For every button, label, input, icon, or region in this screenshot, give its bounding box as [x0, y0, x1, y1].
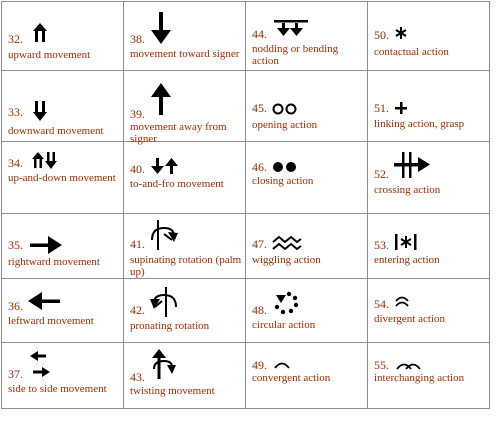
cell-label: downward movement [8, 125, 104, 137]
supinating-rotation-icon [151, 220, 178, 250]
cell-number: 45. [252, 101, 267, 115]
table-cell: 40. to-and-fro movement [123, 141, 246, 214]
divergent-arcs-icon [395, 296, 409, 307]
table-cell: 35. rightward movement [1, 213, 124, 279]
cell-number: 44. [252, 27, 267, 41]
cell-number: 41. [130, 237, 145, 251]
table-cell: 45. opening action [245, 70, 368, 142]
table-cell: 44. nodding or bending action [245, 1, 368, 71]
cell-number: 35. [8, 238, 23, 252]
cell-number: 33. [8, 105, 23, 119]
cell-label: crossing action [374, 184, 441, 196]
cell-label: interchanging action [374, 372, 465, 384]
table-cell: 50. contactual action [367, 1, 490, 71]
asterisk-icon [395, 27, 407, 39]
cell-number: 40. [130, 162, 145, 176]
table-cell: 51. linking action, grasp [367, 70, 490, 142]
table-cell: 49. convergent action [245, 342, 368, 409]
cell-label: convergent action [252, 372, 331, 384]
cell-label: nodding or bending action [252, 43, 339, 67]
cell-label: twisting movement [130, 385, 215, 397]
pronating-rotation-icon [150, 287, 177, 317]
table-cell: 39. movement away from signer [123, 70, 246, 145]
table-cell: 37. side to side movement [1, 342, 124, 409]
cell-number: 38. [130, 32, 145, 46]
cell-label: supinating rotation (palm up) [130, 254, 242, 278]
table-cell: 47. wiggling action [245, 213, 368, 279]
cell-number: 43. [130, 370, 145, 384]
cell-number: 37. [8, 367, 23, 381]
up-down-double-arrows-icon [32, 152, 57, 169]
side-to-side-arrows-icon [30, 351, 50, 377]
cell-number: 47. [252, 237, 267, 251]
cell-number: 39. [130, 107, 145, 121]
twisting-arrow-icon [152, 349, 176, 379]
table-cell: 54. divergent action [367, 278, 490, 343]
cell-label: pronating rotation [130, 320, 210, 332]
two-open-circles-icon [272, 103, 297, 115]
table-cell: 42. pronating rotation [123, 278, 246, 343]
cell-number: 51. [374, 101, 389, 115]
cell-label: linking action, grasp [374, 118, 465, 130]
bar-double-down-arrow-icon [274, 20, 308, 36]
cell-number: 32. [8, 32, 23, 46]
cell-label: rightward movement [8, 256, 100, 268]
double-upward-arrow-icon [33, 23, 47, 42]
cell-number: 49. [252, 358, 267, 372]
cell-number: 48. [252, 303, 267, 317]
right-arrow-icon [30, 236, 62, 254]
interchanging-arcs-icon [396, 363, 421, 370]
table-cell: 43. twisting movement [123, 342, 246, 409]
down-up-arrows-icon [151, 158, 178, 174]
left-arrow-icon [28, 292, 60, 310]
cell-label: up-and-down movement [8, 172, 116, 184]
table-cell: 38. movement toward signer [123, 1, 246, 71]
cell-label: circular action [252, 319, 316, 331]
dotted-circle-icon [274, 291, 299, 315]
table-cell: 46. closing action [245, 141, 368, 214]
cell-number: 55. [374, 358, 389, 372]
zigzag-wiggle-icon [272, 235, 302, 251]
cell-label: opening action [252, 119, 318, 131]
cell-number: 53. [374, 238, 389, 252]
cell-number: 34. [8, 156, 23, 170]
two-filled-circles-icon [273, 162, 296, 172]
bracketed-asterisk-icon [395, 234, 417, 250]
crossing-arrow-icon [394, 152, 430, 178]
plus-icon [395, 102, 407, 114]
cell-label: contactual action [374, 46, 449, 58]
up-arrow-icon [151, 83, 171, 115]
cell-label: closing action [252, 175, 314, 187]
cell-label: entering action [374, 254, 440, 266]
table-cell: 34. up-and-down movement [1, 141, 124, 214]
table-cell: 48. circular action [245, 278, 368, 343]
cell-number: 42. [130, 303, 145, 317]
cell-number: 50. [374, 28, 389, 42]
table-cell: 53. entering action [367, 213, 490, 279]
cell-label: side to side movement [8, 383, 107, 395]
cell-label: movement toward signer [130, 48, 240, 60]
cell-label: wiggling action [252, 254, 321, 266]
cell-number: 54. [374, 297, 389, 311]
double-downward-arrow-icon [33, 101, 47, 121]
table-cell: 55. interchanging action [367, 342, 490, 409]
cell-label: divergent action [374, 313, 445, 325]
cell-number: 46. [252, 160, 267, 174]
symbol-table: 32. upward movement 38. movement toward … [1, 1, 490, 409]
cell-number: 52. [374, 167, 389, 181]
cell-label: upward movement [8, 49, 91, 61]
cell-label: leftward movement [8, 315, 94, 327]
table-cell: 41. supinating rotation (palm up) [123, 213, 246, 279]
table-cell: 32. upward movement [1, 1, 124, 71]
cell-label: to-and-fro movement [130, 178, 224, 190]
cell-number: 36. [8, 299, 23, 313]
table-cell: 52. crossing action [367, 141, 490, 214]
table-cell: 36. leftward movement [1, 278, 124, 343]
table-cell: 33. downward movement [1, 70, 124, 142]
down-arrow-icon [151, 12, 171, 44]
convergent-arc-icon [274, 362, 290, 369]
